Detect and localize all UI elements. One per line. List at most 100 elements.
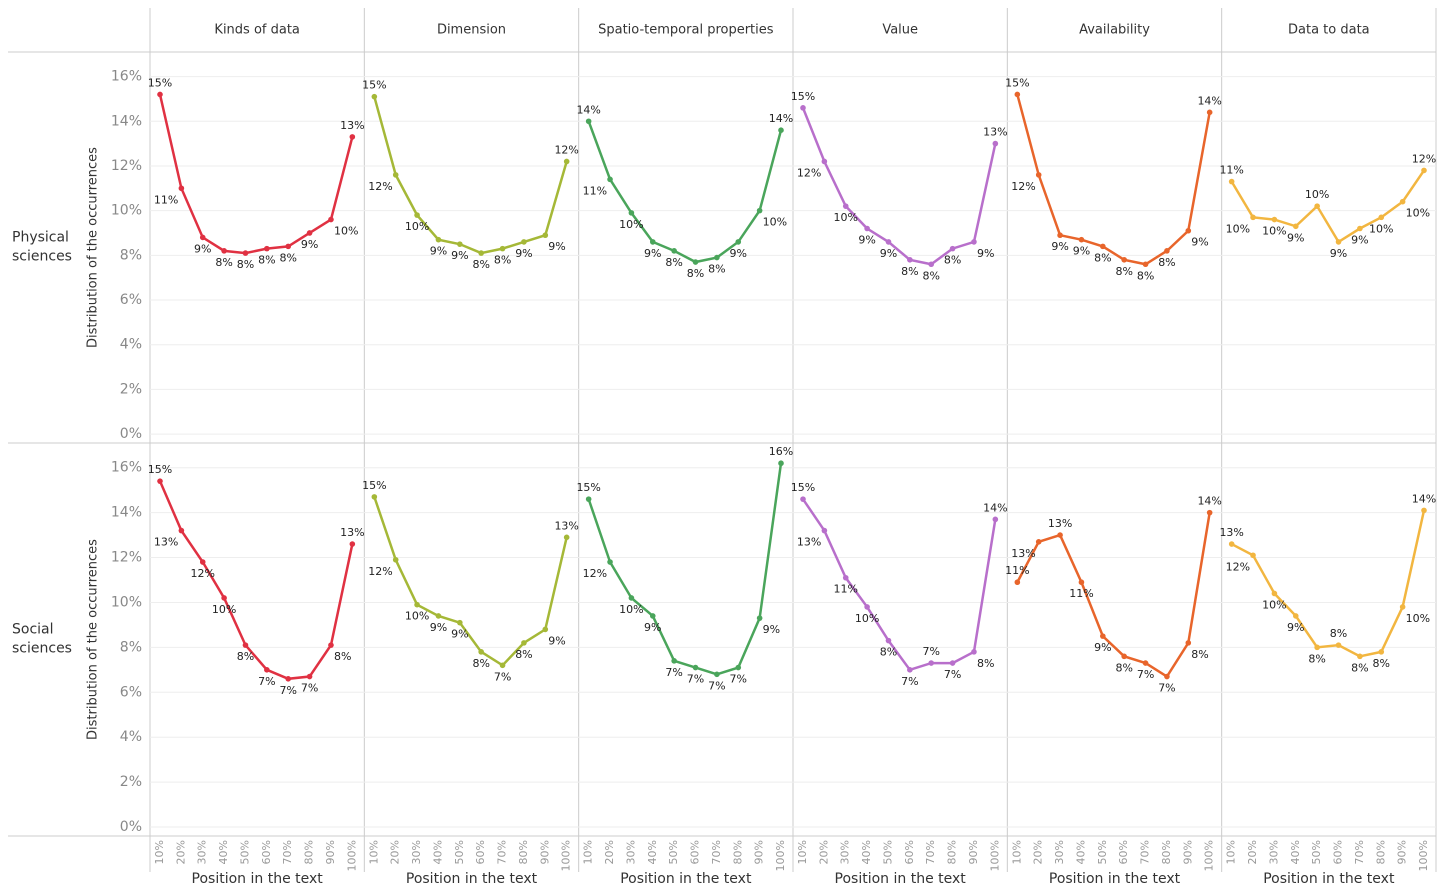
point [671,248,677,254]
x-axis-label: Position in the text [835,871,967,887]
value-label: 13% [1219,526,1243,539]
value-label: 8% [258,254,275,267]
value-label: 8% [215,256,232,269]
value-label: 7% [1137,668,1154,681]
point [306,230,313,236]
point [735,239,742,245]
point [735,664,742,671]
point [714,254,720,261]
point [1314,203,1320,209]
point [199,559,206,565]
y-tick-label: 2% [120,774,142,790]
point [1228,178,1235,185]
point [542,626,549,633]
value-label: 10% [763,216,787,229]
y-tick-label: 12% [111,550,142,566]
value-label: 13% [1048,517,1072,530]
point [778,460,784,467]
value-label: 11% [154,193,178,206]
value-label: 12% [1412,152,1436,165]
value-label: 8% [515,648,532,661]
point [649,239,656,245]
value-label: 14% [1197,94,1221,107]
point [457,619,463,626]
x-tick-label: 70% [924,840,937,864]
x-tick-label: 60% [1117,840,1130,864]
line [587,120,783,264]
x-tick-label: 50% [667,840,680,864]
point [1100,243,1106,250]
x-tick-label: 50% [1310,840,1323,864]
point [178,185,185,192]
x-tick-label: 40% [646,840,659,864]
line [1016,512,1211,679]
value-label: 14% [576,103,600,116]
x-tick-label: 20% [817,840,830,864]
point [478,250,484,256]
value-label: 12% [1011,180,1035,193]
y-tick-label: 14% [111,505,142,521]
y-tick-label: 14% [111,113,142,129]
value-label: 8% [472,657,489,670]
value-label: 7% [708,679,725,692]
value-label: 9% [1287,621,1304,634]
value-label: 10% [619,603,643,616]
y-tick-label: 8% [120,247,142,263]
y-tick-label: 10% [111,594,142,610]
point [328,216,334,223]
point [242,642,249,648]
x-tick-label: 100% [345,840,358,871]
value-label: 15% [576,481,600,494]
point [1357,653,1363,660]
value-label: 13% [340,119,364,132]
value-label: 9% [858,234,875,247]
y-tick-label: 8% [120,639,142,655]
line [801,107,997,266]
line [373,496,568,667]
point [435,236,442,243]
value-label: 8% [1330,627,1347,640]
point [1378,214,1385,221]
value-label: 12% [368,565,392,578]
value-label: 10% [405,220,429,233]
x-axis-label: Position in the text [406,871,538,887]
point [306,673,313,680]
point [907,256,913,263]
value-label: 10% [212,603,236,616]
point [1228,541,1235,547]
x-tick-label: 50% [238,840,251,864]
value-label: 7% [730,673,747,686]
value-label: 9% [644,247,661,260]
value-label: 10% [1262,598,1286,611]
point [585,118,592,125]
x-tick-label: 70% [496,840,509,864]
value-label: 15% [148,76,172,89]
x-tick-label: 80% [946,840,959,864]
value-label: 9% [730,247,747,260]
x-tick-label: 50% [1096,840,1109,864]
value-label: 10% [1406,207,1430,220]
point [778,127,784,133]
point [157,91,163,98]
x-tick-label: 50% [453,840,466,864]
value-label: 15% [791,90,815,103]
value-label: 8% [1094,251,1111,264]
value-label: 8% [1308,652,1325,665]
x-tick-label: 20% [174,840,187,864]
value-label: 10% [1406,612,1430,625]
x-tick-label: 90% [753,840,766,864]
point [864,604,870,610]
point [692,664,699,671]
value-label: 9% [515,247,532,260]
point [842,203,849,209]
point [607,176,613,183]
value-label: 7% [944,668,961,681]
point [1035,539,1042,545]
x-tick-label: 30% [624,840,637,864]
x-tick-label: 10% [796,840,809,864]
value-label: 15% [148,463,172,476]
point [1292,223,1299,230]
value-label: 9% [548,240,565,253]
point [392,556,399,563]
value-label: 9% [194,242,211,255]
